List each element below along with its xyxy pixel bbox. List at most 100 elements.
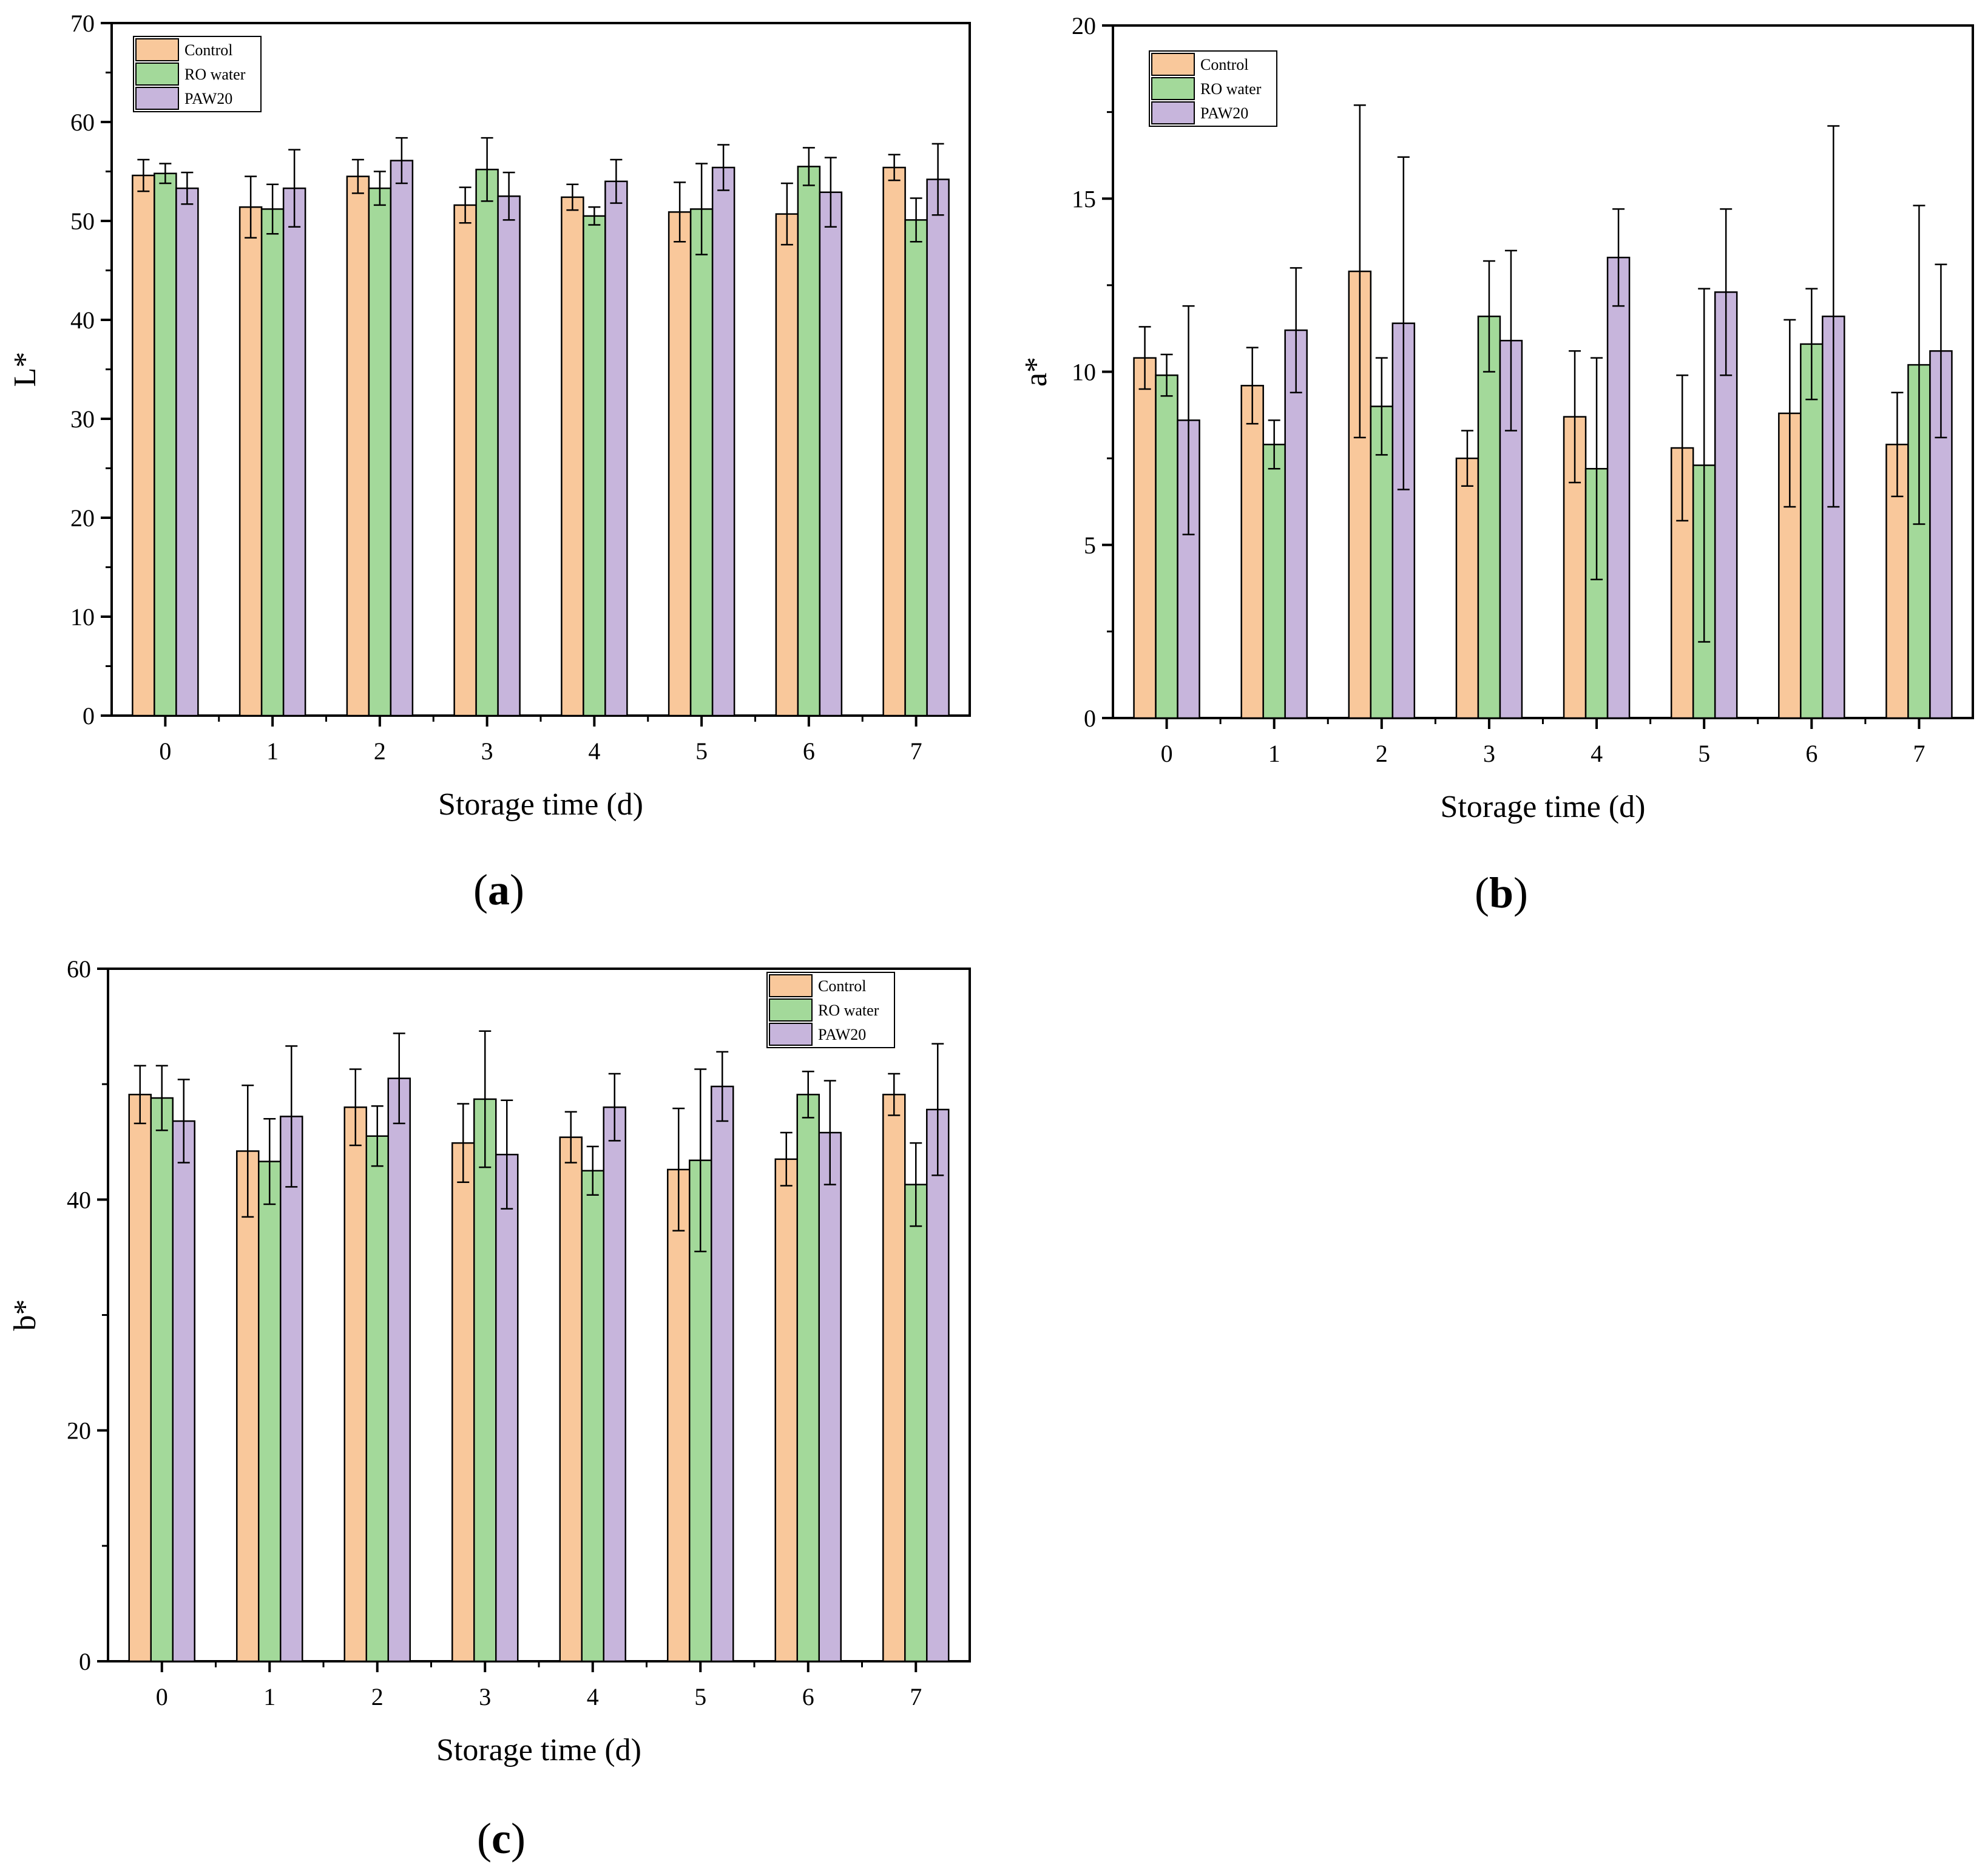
x-tick-label: 7 (1913, 740, 1925, 767)
bar-ro-water (150, 1097, 174, 1662)
bar-paw20 (280, 1116, 303, 1662)
x-tick-label: 5 (1698, 740, 1710, 767)
y-tick-label: 30 (70, 405, 95, 433)
x-tick-label: 7 (910, 1683, 922, 1710)
legend-swatch (135, 63, 179, 86)
legend-swatch (135, 38, 179, 61)
bar-paw20 (1606, 256, 1631, 719)
bar-control (1240, 385, 1264, 719)
bar-ro-water (583, 215, 606, 717)
x-tick-label: 1 (1268, 740, 1280, 767)
legend-label: RO water (184, 66, 246, 83)
bar-ro-water (258, 1161, 282, 1662)
bar-control (775, 213, 799, 717)
bar-paw20 (497, 195, 521, 717)
bar-paw20 (818, 1131, 842, 1662)
legend-swatch (769, 974, 813, 997)
y-tick-label: 0 (83, 702, 95, 730)
legend-label: Control (818, 977, 866, 995)
x-tick-label: 0 (156, 1683, 168, 1710)
bar-paw20 (819, 191, 843, 717)
bar-control (1133, 357, 1157, 719)
y-tick-label: 40 (67, 1186, 91, 1213)
bar-paw20 (603, 1106, 626, 1662)
bar-control (774, 1158, 798, 1662)
bar-control (132, 174, 155, 717)
bar-paw20 (926, 1108, 950, 1662)
panel-label: (a) (473, 866, 524, 914)
bar-paw20 (387, 1077, 411, 1662)
y-tick-label: 40 (70, 307, 95, 334)
legend-label: RO water (1200, 80, 1262, 98)
y-tick-label: 0 (79, 1648, 91, 1675)
y-tick-label: 10 (1072, 359, 1096, 386)
bar-ro-water (581, 1170, 604, 1662)
y-axis-title: b* (8, 1300, 42, 1331)
x-tick-label: 4 (1591, 740, 1603, 767)
legend-label: Control (184, 41, 232, 59)
x-tick-label: 1 (263, 1683, 276, 1710)
legend-swatch (1151, 53, 1195, 76)
bar-control (559, 1136, 583, 1662)
panel-label: (c) (477, 1814, 526, 1863)
bar-ro-water (473, 1098, 497, 1662)
bar-paw20 (172, 1120, 195, 1662)
bar-control (453, 204, 477, 717)
bar-paw20 (1284, 329, 1308, 719)
x-tick-label: 3 (1483, 740, 1495, 767)
bar-control (561, 196, 584, 717)
bar-paw20 (175, 187, 199, 717)
legend-swatch (1151, 101, 1195, 124)
legend-label: RO water (818, 1001, 879, 1019)
bar-paw20 (390, 160, 414, 717)
legend-label: PAW20 (818, 1026, 866, 1043)
bar-ro-water (797, 166, 821, 717)
bar-control (668, 211, 692, 717)
x-tick-label: 2 (371, 1683, 384, 1710)
bar-control (1670, 447, 1694, 719)
bar-ro-water (904, 1184, 928, 1662)
legend-label: PAW20 (184, 90, 232, 107)
x-tick-label: 6 (802, 1683, 814, 1710)
x-tick-label: 4 (588, 737, 600, 765)
bar-paw20 (711, 166, 735, 717)
bar-ro-water (154, 172, 177, 717)
y-axis-title: L* (8, 352, 42, 387)
chart-panel-a: 0 10 20 30 40 50 60 70 0 1 2 3 4 5 6 7 Control RO water PA… (8, 10, 971, 914)
y-axis-title: a* (1019, 357, 1053, 387)
legend-swatch (135, 87, 179, 110)
bar-ro-water (796, 1094, 820, 1662)
legend-swatch (1151, 77, 1195, 100)
bar-ro-water (904, 219, 928, 717)
x-tick-label: 2 (1376, 740, 1388, 767)
y-tick-label: 10 (70, 603, 95, 631)
chart-panel-c: 0 20 40 60 0 1 2 3 4 5 6 7 Control RO water PAW20 Stora… (8, 955, 971, 1863)
y-tick-label: 20 (67, 1417, 91, 1445)
bar-paw20 (711, 1085, 734, 1662)
x-axis-title: Storage time (d) (438, 787, 643, 822)
y-tick-label: 60 (67, 955, 91, 983)
bar-paw20 (495, 1153, 519, 1662)
bar-control (882, 166, 906, 717)
legend-label: Control (1200, 56, 1248, 73)
bar-ro-water (368, 187, 392, 717)
bar-paw20 (926, 178, 950, 717)
x-tick-label: 3 (481, 737, 493, 765)
x-tick-label: 6 (1805, 740, 1817, 767)
legend-swatch (769, 998, 813, 1022)
x-tick-label: 6 (803, 737, 815, 765)
legend-swatch (769, 1023, 813, 1046)
bar-control (667, 1168, 691, 1662)
x-tick-label: 0 (159, 737, 171, 765)
bar-ro-water (1477, 315, 1501, 719)
y-tick-label: 15 (1072, 185, 1096, 212)
x-axis-title: Storage time (d) (1441, 790, 1646, 824)
y-tick-label: 0 (1084, 705, 1096, 732)
x-tick-label: 1 (266, 737, 279, 765)
bar-ro-water (689, 208, 714, 717)
bar-control (346, 175, 370, 717)
y-tick-label: 70 (70, 10, 95, 37)
chart-panel-b: 0 5 10 15 20 0 1 2 3 4 5 6 7 Control RO water PAW20 Stor… (1019, 12, 1974, 917)
y-tick-label: 20 (70, 504, 95, 532)
